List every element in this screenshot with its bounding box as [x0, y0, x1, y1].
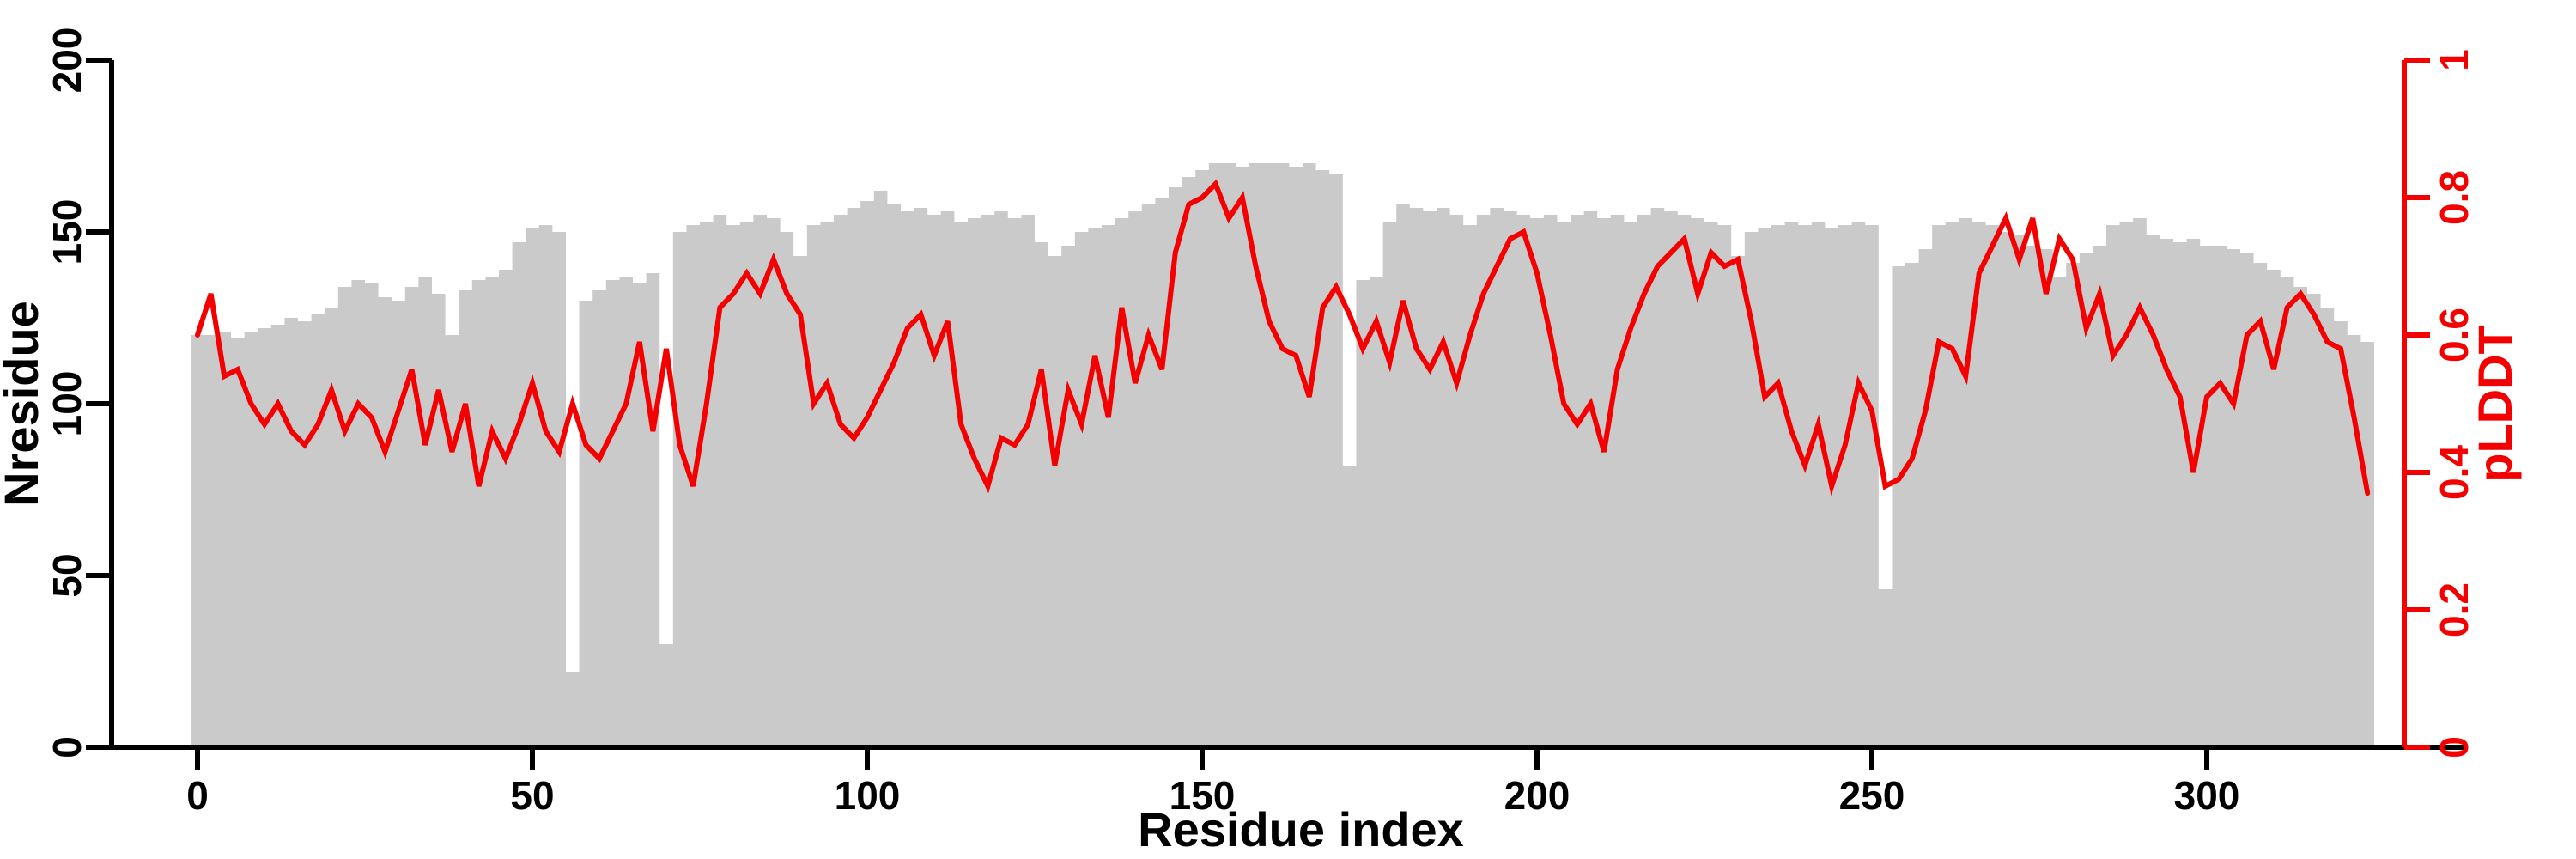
left-tick-label: 150	[45, 199, 89, 265]
x-axis-title: Residue index	[1138, 802, 1464, 856]
x-tick-label: 150	[1170, 773, 1236, 818]
x-tick-label: 300	[2174, 773, 2240, 818]
x-tick-label: 0	[186, 773, 209, 818]
right-tick-label: 0.6	[2432, 308, 2476, 362]
axes	[86, 58, 2464, 770]
left-tick-label: 100	[45, 371, 89, 437]
right-tick-label: 0	[2432, 736, 2476, 758]
right-tick-label: 0.8	[2432, 170, 2476, 225]
right-tick-label: 0.4	[2432, 445, 2476, 500]
x-tick-label: 50	[510, 773, 554, 818]
right-tick-label: 0.2	[2432, 582, 2476, 637]
nresidue-bars	[191, 163, 2375, 747]
right-axis-title: pLDDT	[2468, 325, 2522, 483]
tick-labels: 0 50 100 150 200 250 300 0 50 100 150 200 0 0.2 0.4 0.6…	[45, 27, 2476, 818]
left-tick-label: 50	[45, 553, 89, 597]
left-tick-label: 200	[45, 27, 89, 94]
right-tick-label: 1	[2432, 49, 2476, 71]
plddt-line	[195, 179, 2371, 497]
x-tick-label: 100	[835, 773, 901, 818]
plddt-line-path	[195, 179, 2371, 497]
x-tick-label: 250	[1839, 773, 1905, 818]
left-axis-title: Nresidue	[0, 301, 48, 507]
left-tick-label: 0	[45, 736, 89, 758]
nresidue-bar-area	[191, 163, 2375, 747]
x-tick-label: 200	[1504, 773, 1571, 818]
